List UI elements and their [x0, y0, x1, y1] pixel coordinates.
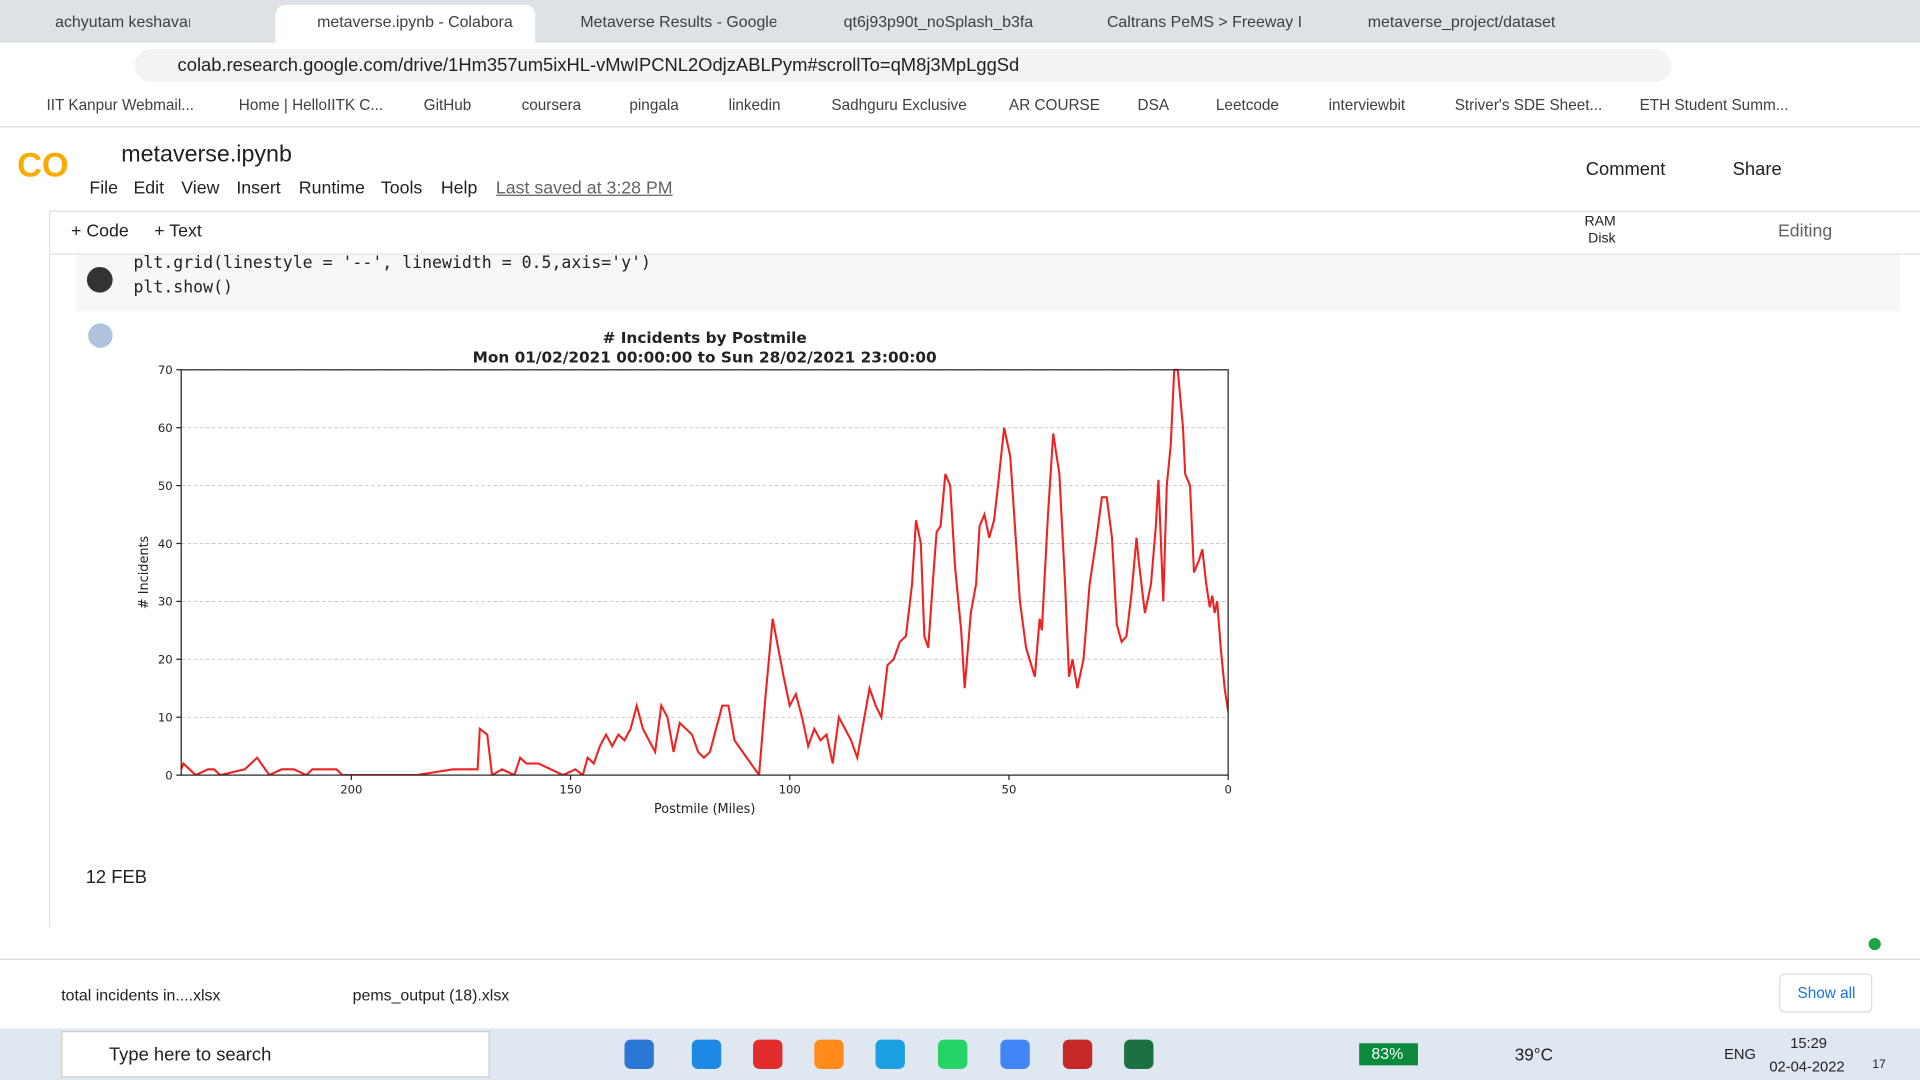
tab-title[interactable]: Caltrans PeMS > Freeway I	[1106, 12, 1303, 31]
app-icon[interactable]	[937, 1039, 968, 1069]
search-box[interactable]	[61, 1031, 490, 1078]
x-tick-label: 50	[1002, 782, 1017, 796]
bookmark[interactable]: DSA	[1137, 96, 1170, 114]
y-tick-label: 20	[158, 653, 173, 667]
battery	[1359, 1043, 1418, 1066]
output-icon	[88, 323, 113, 348]
notification-count[interactable]: 17	[1872, 1057, 1886, 1072]
y-tick-label: 70	[158, 363, 173, 377]
download-item[interactable]: pems_output (18).xlsx	[352, 985, 510, 1005]
markdown-text: 12 FEB	[85, 866, 147, 888]
bookmark[interactable]: AR COURSE	[1008, 96, 1100, 114]
bookmark[interactable]: Sadhguru Exclusive	[831, 96, 967, 114]
app-icon[interactable]	[875, 1039, 905, 1069]
data-line	[181, 368, 1229, 776]
app-icon[interactable]	[691, 1039, 722, 1069]
bookmark[interactable]: Striver's SDE Sheet...	[1454, 96, 1603, 114]
weather: 39°C	[1514, 1044, 1553, 1065]
app-icon[interactable]	[1062, 1039, 1093, 1069]
comment-button[interactable]: Comment	[1585, 159, 1666, 181]
bookmark[interactable]: IIT Kanpur Webmail...	[46, 96, 195, 114]
y-tick-label: 30	[158, 595, 173, 609]
language: ENG	[1724, 1045, 1756, 1063]
x-tick-label: 100	[779, 782, 801, 796]
divider	[48, 253, 1920, 255]
x-tick-label: 0	[1224, 782, 1231, 796]
y-axis-label: # Incidents	[137, 535, 152, 609]
disk-label: Disk	[1588, 231, 1616, 247]
ram-label: RAM	[1584, 214, 1616, 229]
download-item[interactable]: total incidents in....xlsx	[61, 985, 221, 1005]
menu-item[interactable]: Runtime	[298, 178, 365, 199]
bookmark[interactable]: linkedin	[728, 96, 781, 114]
tab-title[interactable]: Metaverse Results - Google	[580, 12, 777, 31]
y-tick-label: 40	[158, 537, 173, 551]
app-icon[interactable]	[1000, 1039, 1030, 1069]
battery-level: 83%	[1371, 1044, 1404, 1063]
tab-title[interactable]: metaverse_project/dataset	[1367, 12, 1556, 31]
menu-item[interactable]: File	[89, 178, 119, 199]
app-icon[interactable]	[624, 1039, 654, 1069]
notebook-name[interactable]: metaverse.ipynb	[121, 142, 292, 168]
menu-item[interactable]: Edit	[133, 178, 165, 199]
y-tick-label: 60	[158, 421, 173, 435]
menu-item[interactable]: Insert	[236, 178, 281, 199]
add-text[interactable]: + Text	[154, 221, 202, 242]
active-tab[interactable]	[275, 4, 536, 43]
show-all-label[interactable]: Show all	[1797, 984, 1856, 1002]
share-button[interactable]: Share	[1732, 159, 1782, 181]
code-cell	[75, 254, 1901, 312]
divider	[48, 210, 1920, 212]
x-axis-label: Postmile (Miles)	[654, 802, 755, 817]
menu-item[interactable]: Help	[440, 178, 478, 199]
bookmark[interactable]: interviewbit	[1328, 96, 1406, 114]
menu-item[interactable]: Tools	[380, 178, 423, 199]
y-tick-label: 50	[158, 479, 173, 493]
x-tick-label: 150	[559, 782, 581, 796]
bookmark[interactable]: coursera	[521, 96, 582, 114]
last-saved[interactable]: Last saved at 3:28 PM	[495, 178, 673, 199]
url[interactable]: colab.research.google.com/drive/1Hm357um…	[177, 55, 1020, 76]
run-button[interactable]	[86, 266, 113, 293]
bookmark[interactable]: pingala	[629, 96, 679, 114]
search-text[interactable]: Type here to search	[108, 1044, 272, 1066]
menu-item[interactable]: View	[181, 178, 220, 199]
chart-title: # Incidents by Postmile	[603, 329, 807, 347]
app-icon[interactable]	[814, 1039, 844, 1069]
app-icon[interactable]	[753, 1039, 783, 1069]
bookmark[interactable]: ETH Student Summ...	[1639, 96, 1789, 114]
show-all-button[interactable]	[1779, 973, 1873, 1013]
tab-title[interactable]: metaverse.ipynb - Colabora	[317, 12, 513, 31]
editing-button[interactable]: Editing	[1777, 221, 1833, 242]
divider	[0, 958, 1920, 961]
code-line: plt.show()	[133, 277, 233, 298]
x-tick-label: 200	[340, 782, 362, 796]
chart-subtitle: Mon 01/02/2021 00:00:00 to Sun 28/02/202…	[473, 348, 937, 366]
y-tick-label: 10	[158, 710, 173, 724]
bookmark[interactable]: Leetcode	[1215, 96, 1279, 114]
y-tick-label: 0	[165, 768, 172, 782]
bookmark[interactable]: GitHub	[423, 96, 472, 114]
divider	[0, 126, 1920, 128]
sidebar-border	[48, 210, 51, 927]
address-bar[interactable]	[134, 48, 1672, 83]
clock-time: 15:29	[1790, 1034, 1827, 1052]
bookmark[interactable]: Home | HelloIITK C...	[238, 96, 384, 114]
code-line: plt.grid(linestyle = '--', linewidth = 0…	[133, 253, 651, 274]
app-icon[interactable]	[1124, 1039, 1154, 1069]
add-code[interactable]: + Code	[71, 221, 129, 242]
clock-date: 02-04-2022	[1769, 1057, 1845, 1076]
tab-title[interactable]: qt6j93p90t_noSplash_b3fa	[843, 12, 1034, 31]
status-dot	[1868, 937, 1881, 951]
plot-frame	[180, 369, 1229, 776]
colab-logo[interactable]: CO	[17, 145, 69, 184]
